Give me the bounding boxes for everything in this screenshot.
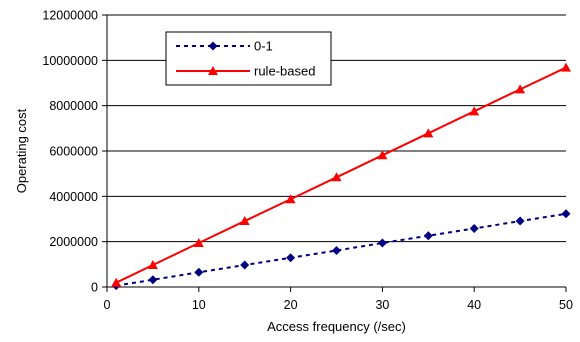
data-point-0-1 xyxy=(194,267,204,277)
data-point-rule-based xyxy=(377,150,388,160)
y-tick-label: 12000000 xyxy=(42,9,98,23)
y-axis-title: Operating cost xyxy=(14,108,29,193)
data-point-0-1 xyxy=(286,253,296,263)
legend-box xyxy=(165,31,332,86)
y-tick-label: 4000000 xyxy=(49,190,98,204)
series-layer xyxy=(111,62,571,291)
data-point-0-1 xyxy=(469,224,479,234)
data-point-0-1 xyxy=(332,246,341,256)
data-point-0-1 xyxy=(148,275,158,285)
series-rule-based xyxy=(111,62,571,287)
legend-marker-0-1 xyxy=(208,41,218,51)
tick-labels: 0 2000000 4000000 6000000 8000000 10000000 120… xyxy=(42,9,573,313)
x-axis-title: Access frequency (/sec) xyxy=(267,319,406,334)
series-0-1 xyxy=(111,209,571,291)
data-point-rule-based xyxy=(193,238,204,248)
legend: 0-1 rule-based xyxy=(165,31,332,86)
data-point-rule-based xyxy=(515,84,526,94)
y-tick-label: 2000000 xyxy=(49,235,98,249)
data-point-rule-based xyxy=(331,172,342,182)
legend-label-0-1: 0-1 xyxy=(254,39,273,54)
data-point-0-1 xyxy=(423,231,433,241)
data-point-rule-based xyxy=(469,106,480,116)
y-tick-label: 8000000 xyxy=(49,99,98,113)
legend-label-rule-based: rule-based xyxy=(254,64,315,79)
series-line-0-1 xyxy=(116,212,567,287)
legend-marker-rule-based xyxy=(208,66,218,75)
data-point-rule-based xyxy=(147,260,158,270)
x-tick-label: 20 xyxy=(284,298,298,312)
data-point-rule-based xyxy=(111,277,122,287)
x-tick-label: 40 xyxy=(467,298,481,312)
x-tick-label: 0 xyxy=(104,298,111,312)
y-tick-label: 10000000 xyxy=(42,54,98,68)
x-tick-label: 10 xyxy=(192,298,206,312)
data-point-0-1 xyxy=(515,216,525,226)
data-point-rule-based xyxy=(561,62,571,72)
data-point-0-1 xyxy=(377,238,387,248)
data-point-rule-based xyxy=(285,194,296,204)
data-point-rule-based xyxy=(423,128,434,138)
y-tick-label: 0 xyxy=(91,281,98,295)
axes xyxy=(102,14,567,292)
data-point-rule-based xyxy=(239,216,250,226)
y-tick-label: 6000000 xyxy=(49,145,98,159)
data-point-0-1 xyxy=(240,260,250,270)
data-point-0-1 xyxy=(561,209,571,219)
x-tick-label: 30 xyxy=(375,298,389,312)
x-tick-label: 50 xyxy=(559,298,573,312)
